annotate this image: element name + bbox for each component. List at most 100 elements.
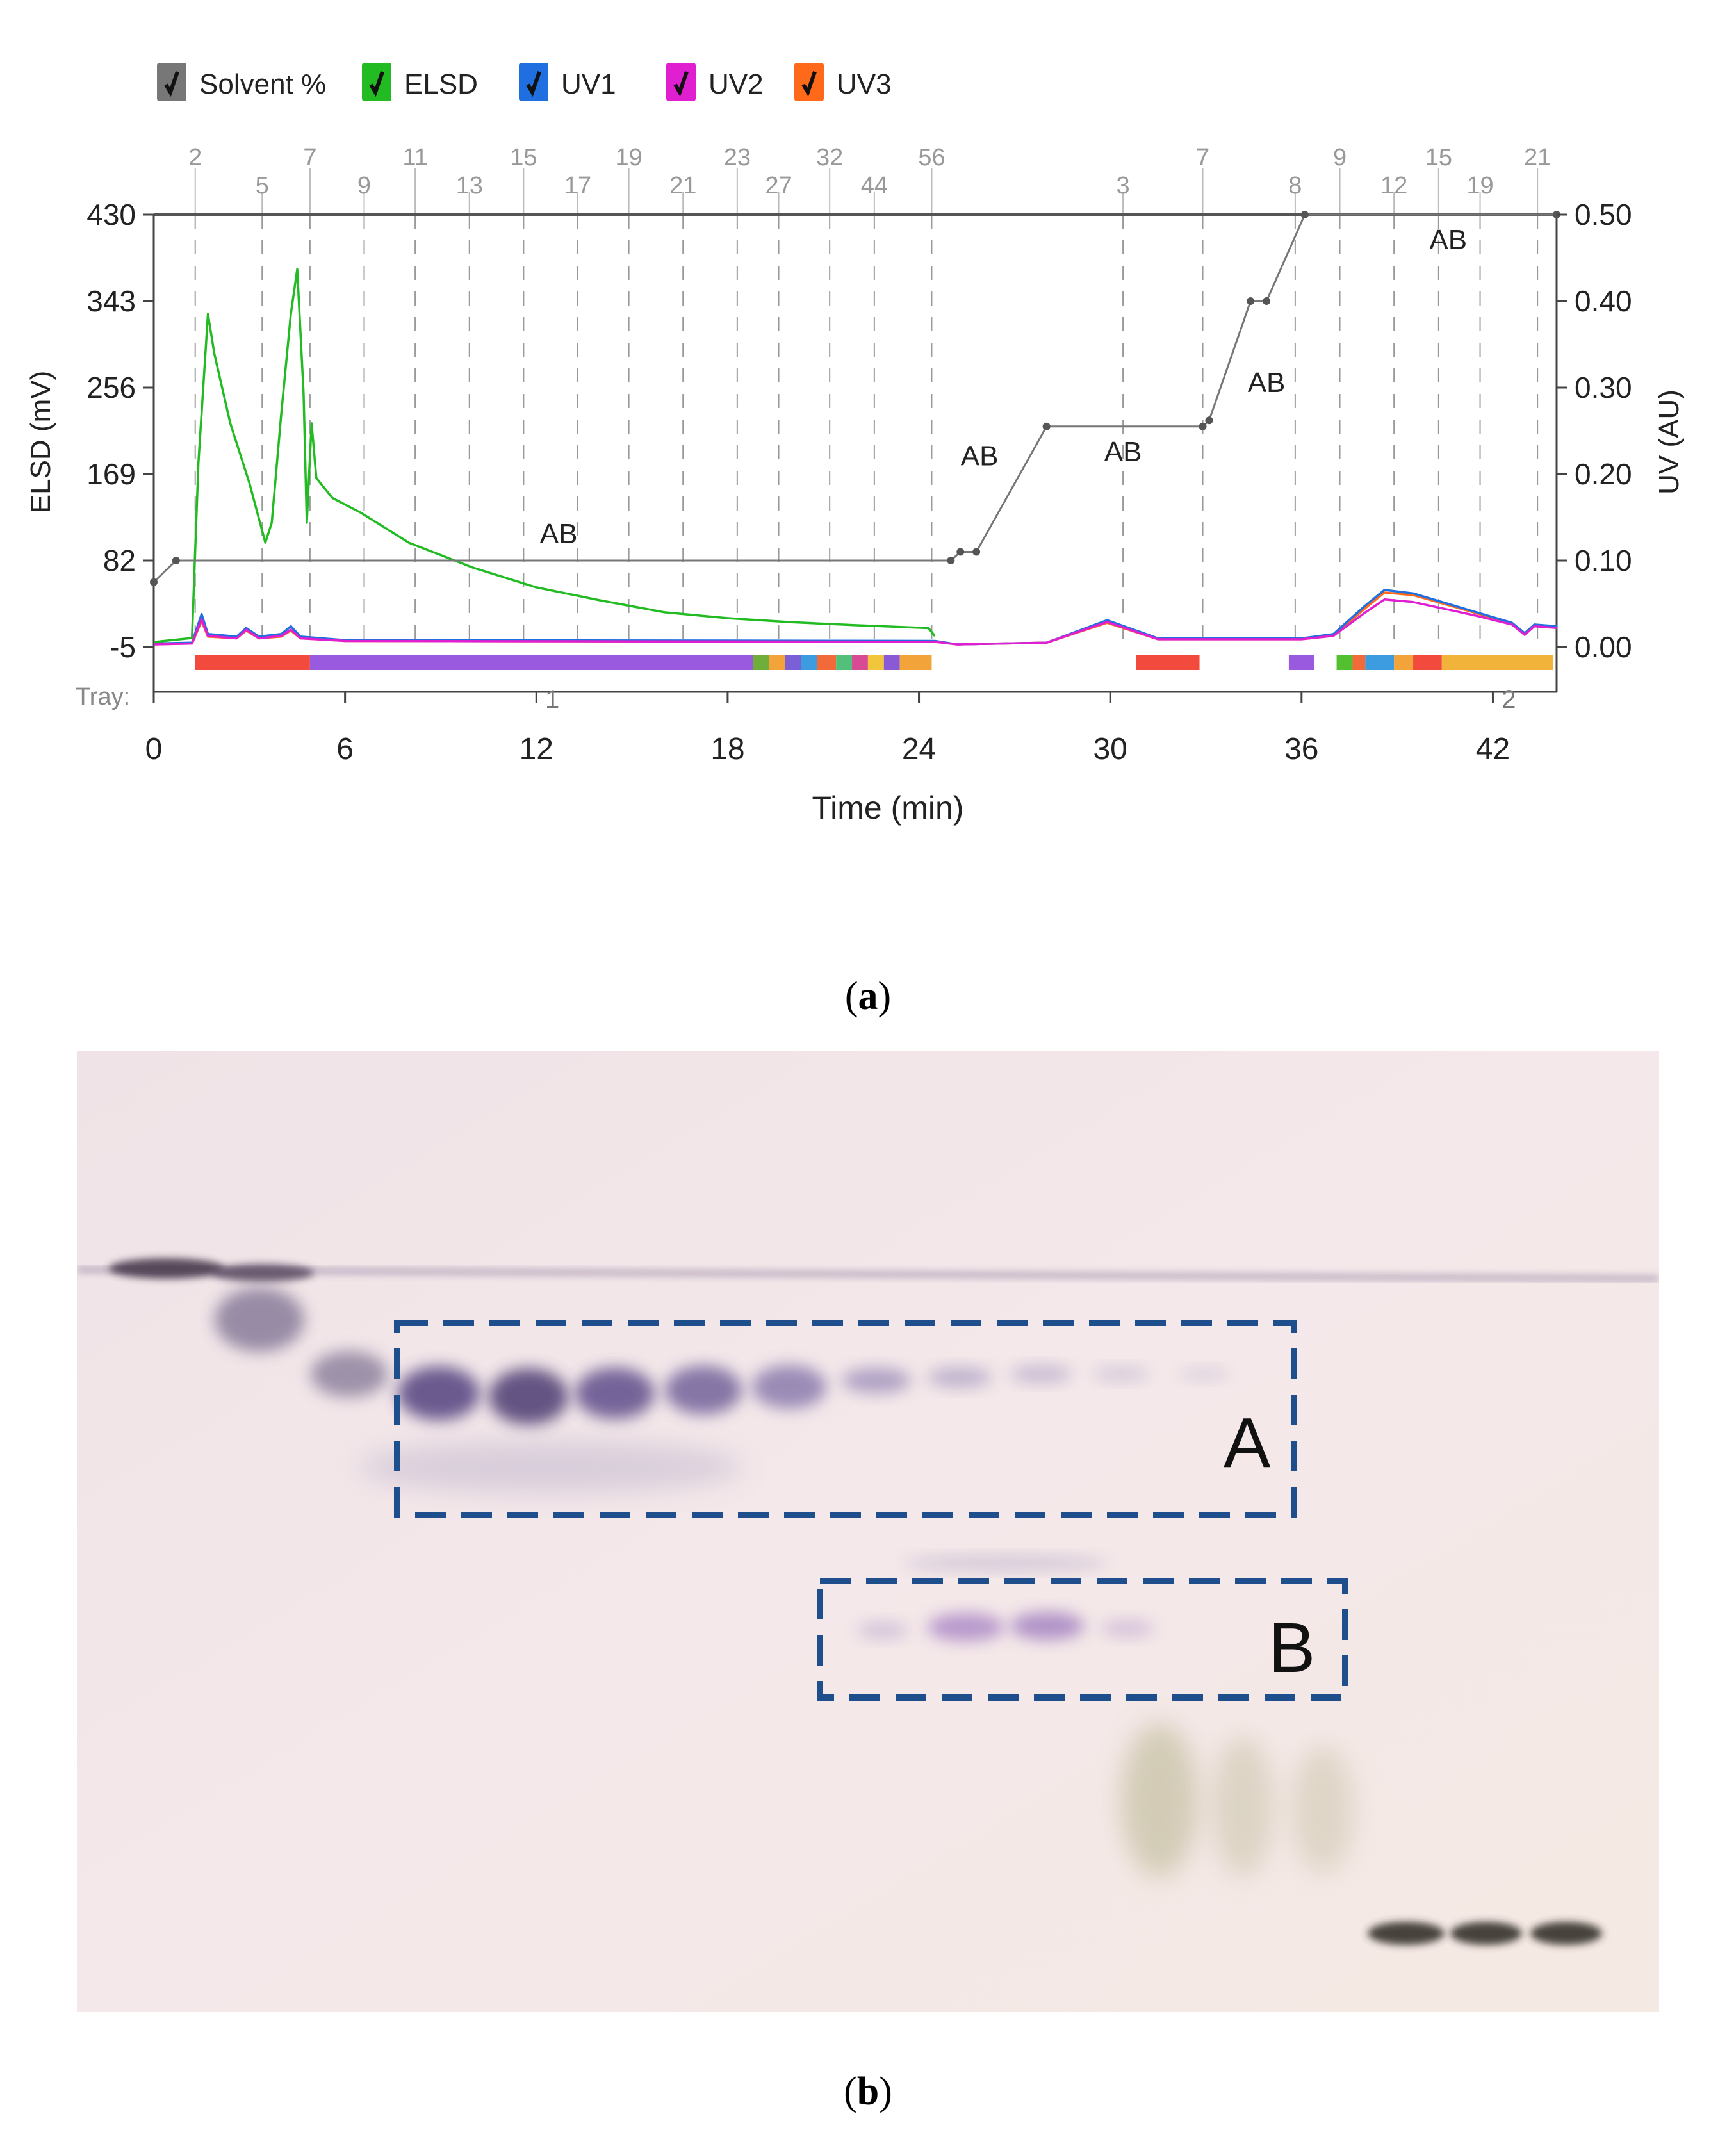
fraction-label: 9 [1333,144,1347,171]
x-tick-label: 12 [520,732,553,766]
spot-smear-2 [1212,1736,1273,1877]
tray-number: 2 [1502,685,1516,714]
fraction-label: 3 [1117,172,1130,199]
solvent-point [1205,416,1213,425]
fraction-label: 21 [1524,144,1551,171]
x-tick-label: 36 [1284,732,1318,766]
fraction-bar [1394,655,1414,670]
fraction-bar [867,655,884,670]
fraction-label: 9 [357,172,371,199]
spot-a-3 [575,1368,655,1419]
x-tick-label: 18 [710,732,744,766]
legend-swatch [794,63,824,101]
fraction-bar [1352,655,1366,670]
spot-b-1 [857,1621,908,1639]
checkmark-icon [526,71,541,97]
y-tick-label-right: 0.20 [1575,457,1632,491]
fraction-tick-labels: 2 5 7 9 11 13 15 17 19 21 23 27 32 44 56 3 7 8 9 12 15 19 21 [188,144,1551,215]
fraction-bar [769,655,785,670]
caption-a: (a) [844,974,892,1018]
fraction-bar [785,655,801,670]
legend-swatch [362,63,391,101]
spot-baseline-2 [1450,1922,1522,1945]
spot-b-3 [1010,1612,1085,1640]
legend-label: Solvent % [199,69,326,100]
fraction-grid [194,215,1539,647]
spot-group-a [359,1365,1230,1493]
fraction-bars [195,655,1554,670]
legend-label: ELSD [404,69,478,100]
spot-smear-3 [1292,1746,1354,1874]
legend-label: UV1 [561,69,616,100]
spot-b-4 [1101,1619,1154,1637]
y-tick-label-left: 343 [86,284,136,318]
y-axis-label-left: ELSD (mV) [25,371,56,513]
fraction-label: 15 [510,144,537,171]
fraction-bar [852,655,868,670]
spot-a-6 [842,1368,911,1393]
y-tick-label-right: 0.50 [1575,198,1632,231]
legend-swatch [666,63,696,101]
solvent-point [1042,422,1051,430]
spot-group-b [857,1555,1154,1641]
fraction-bar [836,655,853,670]
checkmark-icon [801,71,817,97]
solvent-annotation: AB [540,518,578,550]
fraction-label: 56 [918,144,945,171]
fraction-label: 23 [724,144,751,171]
tlc-plate-background [77,1051,1659,2012]
x-tick-label: 6 [336,732,354,766]
series-line-uv2 [153,598,1557,646]
fraction-bar [883,655,900,670]
fraction-bar [1136,655,1200,670]
spot-lane-1 [109,1258,224,1279]
solvent-annotation: AB [961,441,999,472]
fraction-label: 13 [456,172,483,199]
spot-lane-2-top [211,1264,314,1282]
y-tick-label-left: 82 [103,544,136,577]
fraction-bar [309,655,753,670]
solvent-annotation: AB [1429,224,1467,256]
spot-baseline-3 [1530,1922,1602,1945]
y-tick-label-right: 0.40 [1575,284,1632,318]
dashed-box-b [817,1578,1348,1701]
solvent-point [956,548,965,556]
solvent-point [972,548,981,556]
spot-a-9 [1093,1366,1149,1382]
spot-baseline-1 [1368,1922,1445,1945]
fraction-label: 2 [188,144,202,171]
y-tick-label-left: 169 [86,457,136,491]
box-a-label: A [1224,1404,1271,1482]
solvent-point [1263,297,1271,305]
spot-a-5 [752,1365,826,1409]
fraction-label: 19 [615,144,642,171]
tray-label: Tray: [76,684,130,710]
solvent-annotation: AB [1104,436,1142,468]
solvent-point [150,578,158,586]
solvent-annotations: AB AB AB AB AB [540,224,1467,550]
chart-legend: Solvent % ELSD UV1 UV2 UV3 [157,63,892,101]
fraction-label: 19 [1466,172,1493,199]
solvent-point [172,557,180,564]
spot-a-2 [489,1368,568,1425]
spot-a-10 [1179,1368,1230,1381]
fraction-label: 12 [1380,172,1407,199]
chromatogram-chart: Solvent % ELSD UV1 UV2 UV3 25791113151719212… [25,63,1685,826]
fraction-label: 17 [564,172,591,199]
fraction-bar [899,655,932,670]
fraction-label: 7 [1196,144,1209,171]
fraction-bar [1365,655,1395,670]
fraction-bar [1413,655,1442,670]
checkmark-icon [673,71,689,97]
fraction-label: 5 [256,172,269,199]
tray-number: 1 [545,685,559,714]
x-tick-label: 0 [145,732,163,766]
y-axis-label-right: UV (AU) [1653,389,1685,495]
spot-lane-3 [311,1351,388,1397]
solvent-point [1199,422,1207,430]
fraction-bar [195,655,310,670]
y-tick-label-right: 0.10 [1575,544,1632,577]
fraction-label: 32 [816,144,843,171]
spot-smear-1 [1121,1723,1198,1877]
legend-label: UV3 [837,69,892,100]
